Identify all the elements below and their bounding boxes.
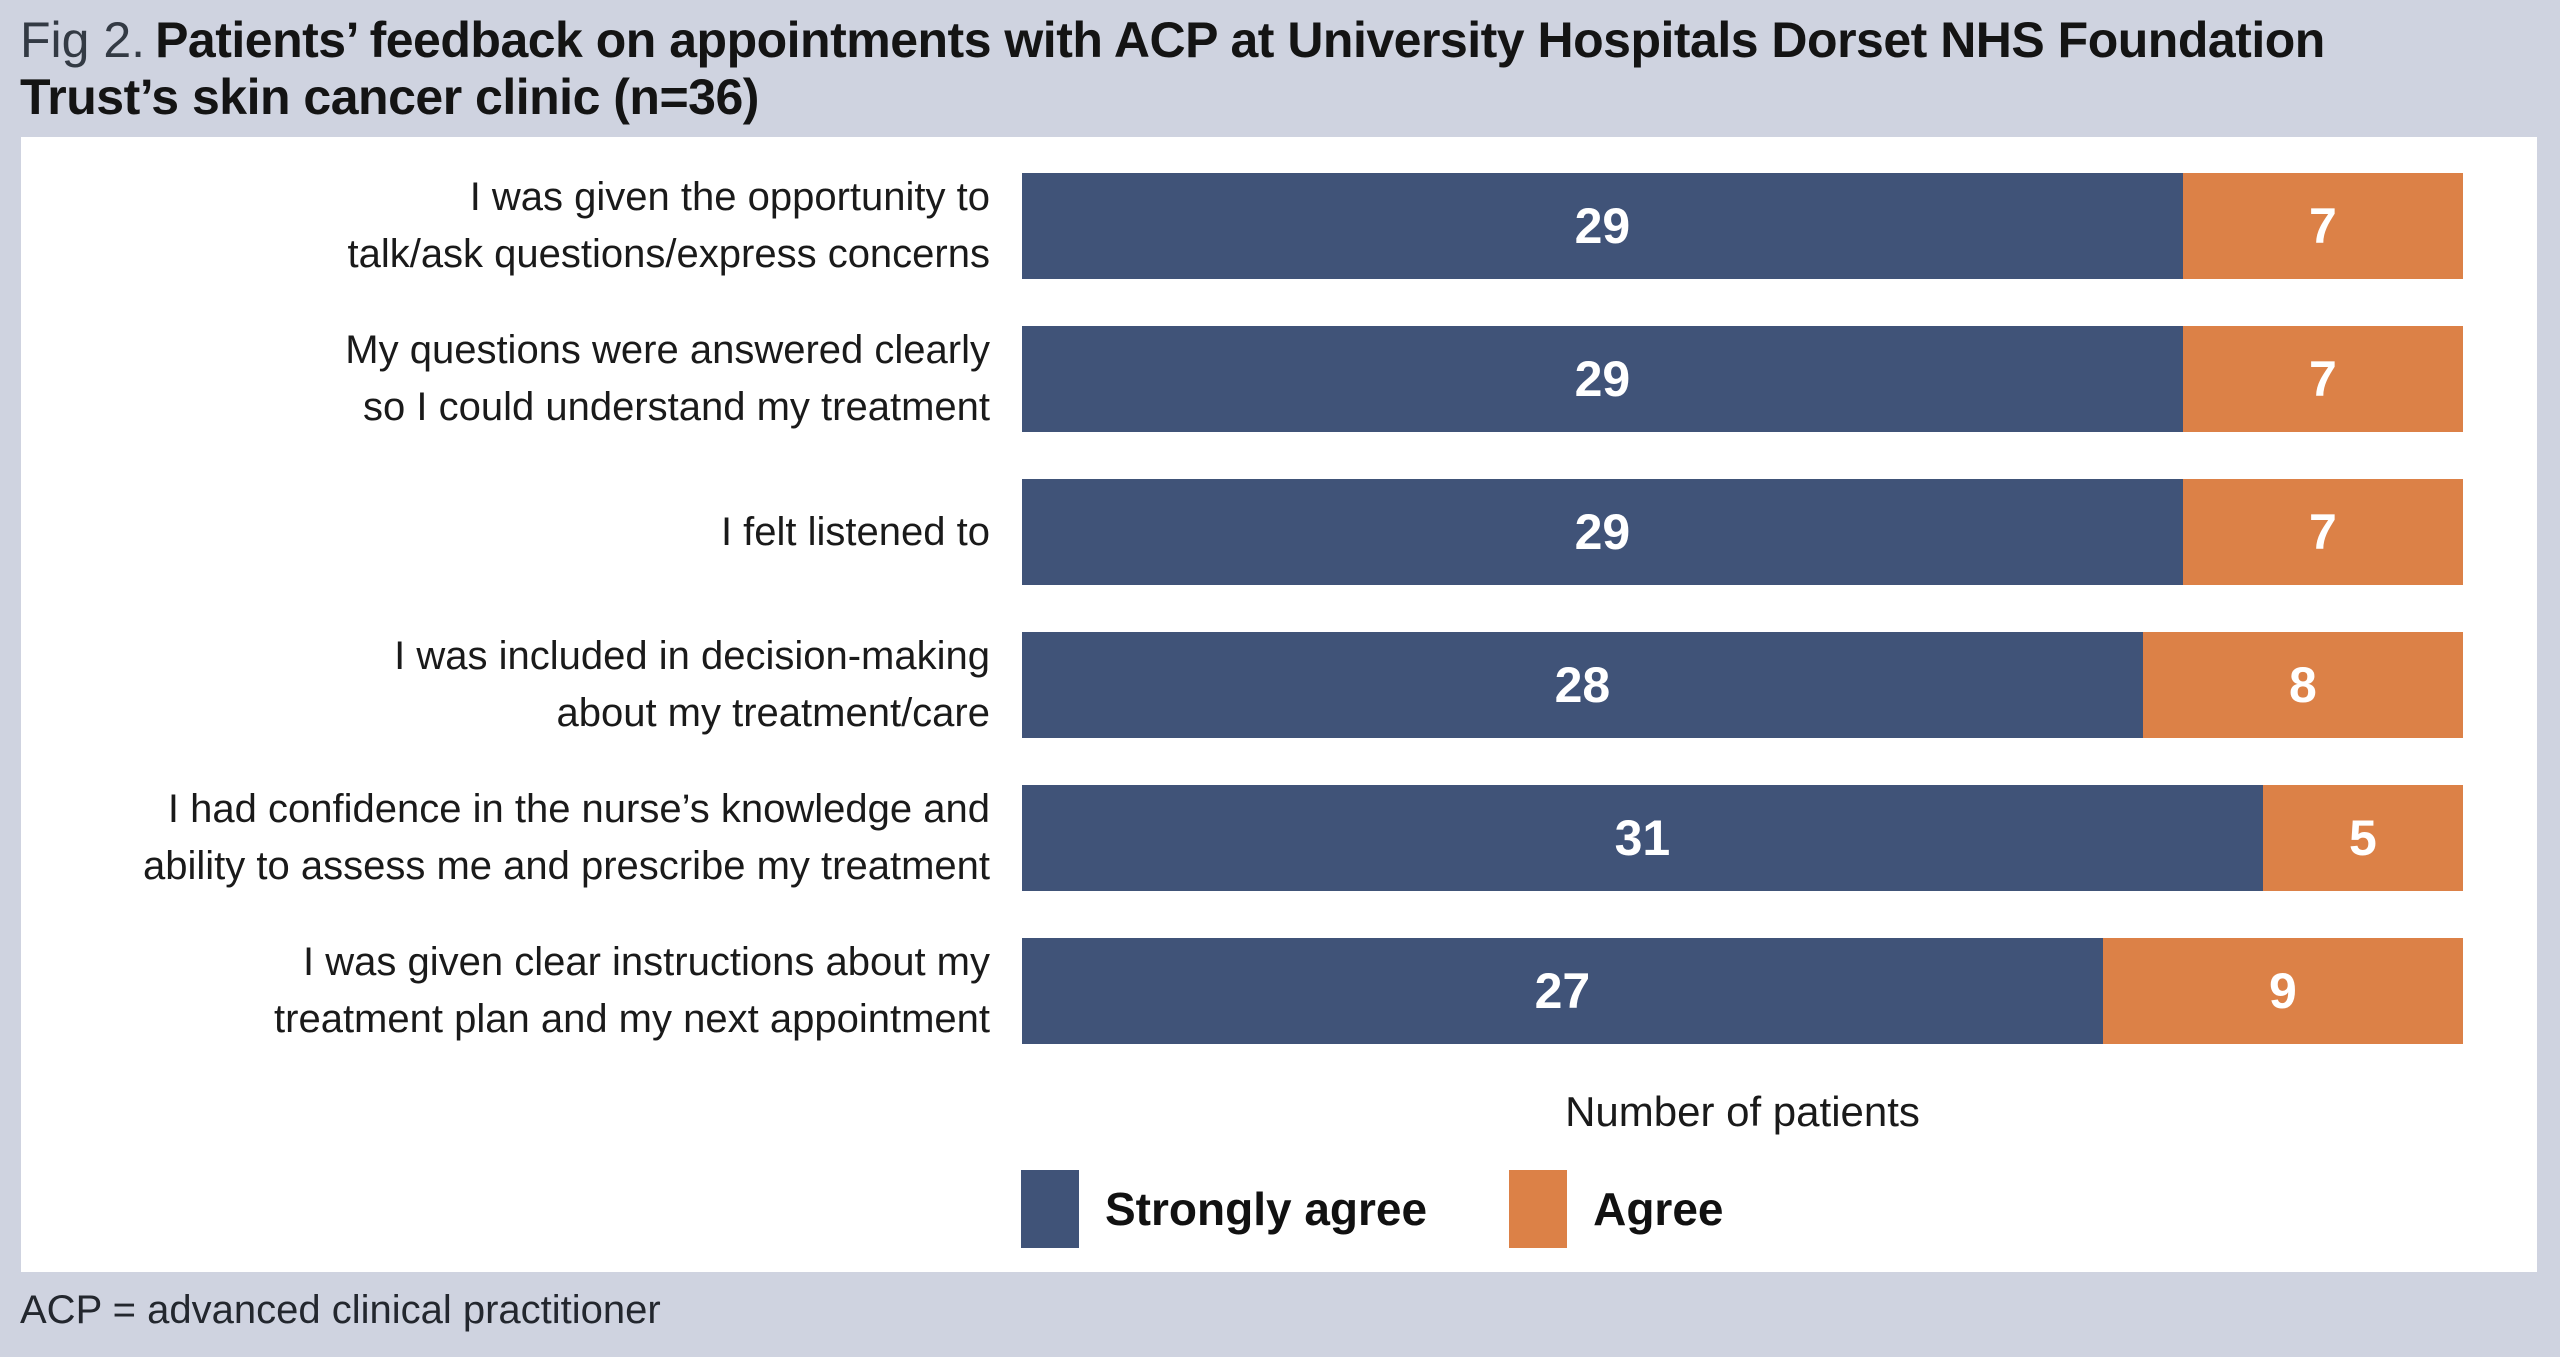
legend-item-agree: Agree bbox=[1509, 1170, 1723, 1248]
bar-value: 5 bbox=[2349, 810, 2377, 866]
chart-row: I felt listened to 29 7 bbox=[21, 479, 2537, 585]
bar-value: 9 bbox=[2268, 963, 2297, 1019]
category-label: I had confidence in the nurse’s knowledg… bbox=[142, 787, 990, 888]
bar-segment-strongly-agree: 27 bbox=[1022, 938, 2103, 1044]
bar-value: 7 bbox=[2308, 198, 2337, 254]
bar-value: 27 bbox=[1534, 963, 1591, 1019]
bar-value: 8 bbox=[2288, 657, 2317, 713]
bar-segment-agree: 7 bbox=[2182, 479, 2463, 585]
chart-row: I had confidence in the nurse’s knowledg… bbox=[21, 785, 2537, 891]
bar-segment-agree: 5 bbox=[2262, 785, 2463, 891]
page-title: Fig 2. Patients’ feedback on appointments… bbox=[0, 0, 2370, 126]
bar-segment-strongly-agree: 31 bbox=[1022, 785, 2263, 891]
legend-label: Agree bbox=[1593, 1183, 1724, 1235]
bar: 28 8 bbox=[1022, 632, 2463, 738]
x-axis-label-wrap: Number of patients bbox=[1022, 1088, 2463, 1136]
chart-legend: Strongly agree Agree bbox=[1021, 1170, 2537, 1248]
bar-segment-agree: 8 bbox=[2142, 632, 2463, 738]
bar-segment-strongly-agree: 29 bbox=[1022, 326, 2183, 432]
bar-segment-strongly-agree: 28 bbox=[1022, 632, 2143, 738]
figure-header: Fig 2. Patients’ feedback on appointments… bbox=[0, 0, 2560, 137]
chart-row: I was given the opportunity to talk/ask … bbox=[21, 173, 2537, 279]
chart-row: My questions were answered clearly so I … bbox=[21, 326, 2537, 432]
bar-value: 28 bbox=[1554, 657, 1611, 713]
chart-panel: I was given the opportunity to talk/ask … bbox=[21, 137, 2537, 1272]
bar: 29 7 bbox=[1022, 173, 2463, 279]
bar: 31 5 bbox=[1022, 785, 2463, 891]
bar-value: 7 bbox=[2308, 504, 2337, 560]
legend-swatch-agree bbox=[1509, 1170, 1568, 1248]
chart-row: I was given clear instructions about my … bbox=[21, 938, 2537, 1044]
bar-segment-strongly-agree: 29 bbox=[1022, 479, 2183, 585]
bar-segment-agree: 9 bbox=[2102, 938, 2463, 1044]
category-label: I was included in decision-making about … bbox=[394, 634, 990, 735]
figure-number-label: Fig 2. bbox=[20, 12, 146, 68]
bar-value: 29 bbox=[1574, 198, 1631, 254]
bar-value: 7 bbox=[2308, 351, 2337, 407]
category-label: I felt listened to bbox=[720, 509, 990, 554]
chart-rows: I was given the opportunity to talk/ask … bbox=[21, 173, 2537, 1044]
bar: 27 9 bbox=[1022, 938, 2463, 1044]
legend-label: Strongly agree bbox=[1105, 1183, 1428, 1235]
category-label: I was given the opportunity to talk/ask … bbox=[347, 175, 990, 276]
bar-segment-agree: 7 bbox=[2182, 326, 2463, 432]
legend-swatch-strongly-agree bbox=[1021, 1170, 1079, 1248]
footnote: ACP = advanced clinical practitioner bbox=[20, 1288, 661, 1332]
category-label: I was given clear instructions about my … bbox=[274, 940, 990, 1041]
bar: 29 7 bbox=[1022, 326, 2463, 432]
x-axis-label: Number of patients bbox=[1565, 1088, 1920, 1135]
chart-row: I was included in decision-making about … bbox=[21, 632, 2537, 738]
bar-value: 29 bbox=[1574, 351, 1631, 407]
bar-value: 31 bbox=[1614, 810, 1671, 866]
bar-segment-strongly-agree: 29 bbox=[1022, 173, 2183, 279]
bar: 29 7 bbox=[1022, 479, 2463, 585]
bar-segment-agree: 7 bbox=[2182, 173, 2463, 279]
legend-item-strongly-agree: Strongly agree bbox=[1021, 1170, 1427, 1248]
figure-footer: ACP = advanced clinical practitioner bbox=[0, 1272, 2560, 1357]
category-label: My questions were answered clearly so I … bbox=[345, 328, 990, 429]
figure-title-text: Patients’ feedback on appointments with … bbox=[20, 12, 2325, 125]
bar-value: 29 bbox=[1574, 504, 1631, 560]
